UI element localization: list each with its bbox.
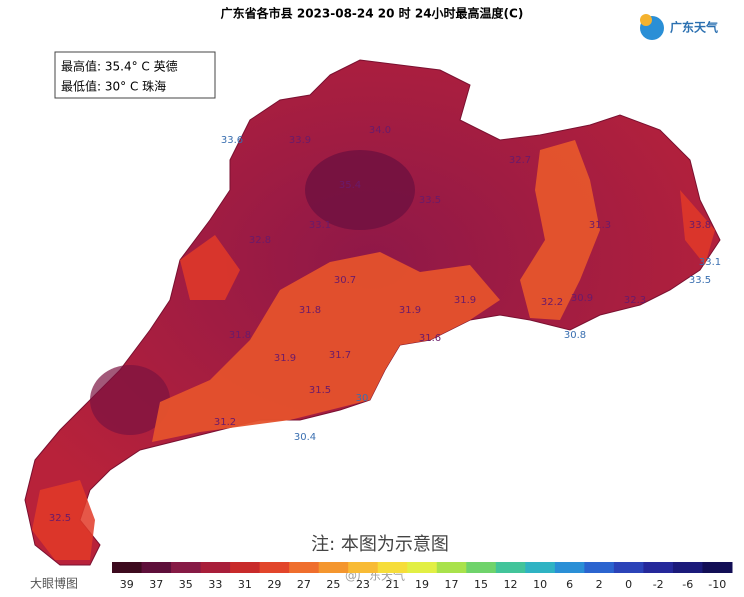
legend-tick: 27: [297, 578, 311, 591]
legend-swatch: [613, 562, 644, 573]
map-label: 33.6: [221, 135, 243, 146]
legend-swatch: [348, 562, 379, 573]
legend-swatch: [259, 562, 290, 573]
warm-region: [152, 252, 500, 442]
legend-swatch: [377, 562, 408, 573]
legend-tick: 17: [445, 578, 459, 591]
legend-tick: 31: [238, 578, 252, 591]
map-label: 31.9: [399, 305, 421, 316]
legend-tick: 29: [267, 578, 281, 591]
map-label: 33.1: [699, 257, 721, 268]
map-label: 30.8: [564, 330, 586, 341]
legend-swatch: [141, 562, 172, 573]
map-title: 广东省各市县 2023-08-24 20 时 24小时最高温度(C): [221, 6, 524, 21]
map-label: 32.7: [509, 155, 531, 166]
map-label: 35.4: [339, 180, 361, 191]
legend-tick: -6: [682, 578, 693, 591]
map-label: 33.5: [419, 195, 441, 206]
legend-swatch: [584, 562, 615, 573]
legend-swatch: [643, 562, 674, 573]
legend-swatch: [672, 562, 703, 573]
map-label: 31.2: [214, 417, 236, 428]
map-label: 30.7: [334, 275, 356, 286]
map-label: 31.7: [329, 350, 351, 361]
map-label: 31.8: [229, 330, 251, 341]
map-label: 33.8: [689, 220, 711, 231]
legend-swatch: [407, 562, 438, 573]
info-min: 最低值: 30° C 珠海: [61, 79, 166, 94]
legend-tick: 37: [149, 578, 163, 591]
legend-swatch: [289, 562, 320, 573]
map-label: 32.3: [624, 295, 646, 306]
legend-swatch: [436, 562, 467, 573]
map-label: 30.4: [294, 432, 316, 443]
legend-swatch: [230, 562, 261, 573]
hot-region: [90, 365, 170, 435]
map-label: 33.1: [309, 220, 331, 231]
legend-tick: 19: [415, 578, 429, 591]
legend-tick: 39: [120, 578, 134, 591]
legend-tick: 15: [474, 578, 488, 591]
map-label: 31.8: [299, 305, 321, 316]
info-max: 最高值: 35.4° C 英德: [61, 59, 178, 74]
legend-swatch: [702, 562, 733, 573]
legend-swatch: [525, 562, 556, 573]
legend-swatch: [200, 562, 231, 573]
legend-swatch: [495, 562, 526, 573]
legend-tick: 2: [596, 578, 603, 591]
legend-tick: -10: [708, 578, 726, 591]
map-label: 31.9: [454, 295, 476, 306]
map-label: 32.5: [49, 513, 71, 524]
watermark: 大眼博图: [30, 576, 78, 591]
map-label: 34.0: [369, 125, 391, 136]
warm-region: [520, 140, 600, 320]
legend-swatch: [112, 562, 143, 573]
logo-sun: [640, 14, 652, 26]
legend-tick: 25: [326, 578, 340, 591]
legend-swatch: [318, 562, 349, 573]
map-label: 33.9: [289, 135, 311, 146]
logo-text: 广东天气: [670, 20, 718, 35]
legend-tick: 12: [504, 578, 518, 591]
map-label: 31.9: [274, 353, 296, 364]
legend-tick: 23: [356, 578, 370, 591]
map-label: 32.2: [541, 297, 563, 308]
legend-tick: 33: [208, 578, 222, 591]
legend-tick: 6: [566, 578, 573, 591]
legend-tick: 0: [625, 578, 632, 591]
legend-tick: -2: [653, 578, 664, 591]
info-box: [54, 51, 216, 99]
legend-tick: 10: [533, 578, 547, 591]
hot-region: [305, 150, 415, 230]
map-label: 33.5: [689, 275, 711, 286]
legend-tick: 35: [179, 578, 193, 591]
legend-swatch: [466, 562, 497, 573]
legend-tick: 21: [385, 578, 399, 591]
map-label: 30: [356, 393, 369, 404]
map-label: 30.9: [571, 293, 593, 304]
note: 注: 本图为示意图: [311, 534, 449, 555]
warm-region: [32, 190, 715, 560]
map-label: 31.6: [419, 333, 441, 344]
map-label: 31.3: [589, 220, 611, 231]
map-label: 32.8: [249, 235, 271, 246]
legend-swatch: [171, 562, 202, 573]
legend-swatch: [554, 562, 585, 573]
map-label: 31.5: [309, 385, 331, 396]
